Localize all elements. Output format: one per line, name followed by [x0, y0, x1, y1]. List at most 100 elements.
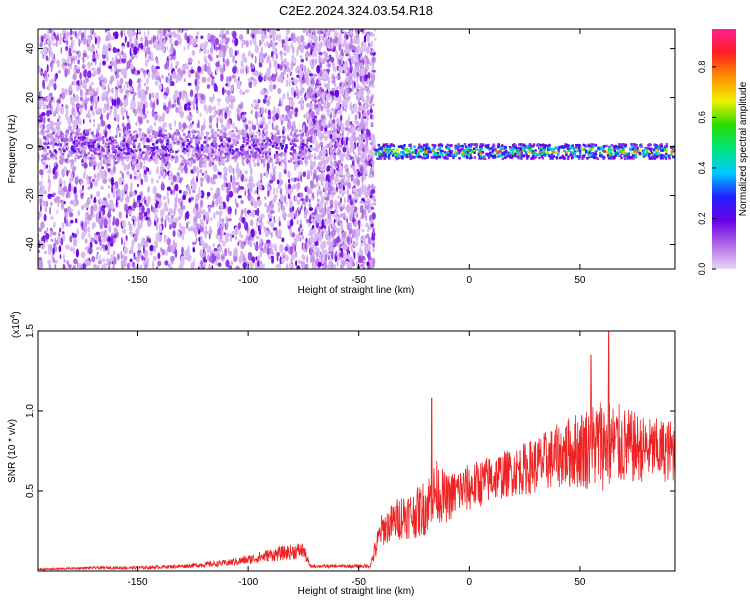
spectrum-cell	[132, 143, 135, 146]
spectrum-cell	[306, 255, 309, 263]
spectrum-cell	[154, 202, 158, 209]
spectrum-cell	[205, 146, 209, 154]
spectrum-cell	[84, 153, 87, 157]
spectrum-cell	[174, 137, 177, 141]
spectrum-cell	[224, 153, 228, 156]
spectrum-cell	[61, 153, 64, 156]
spectrum-cell	[197, 80, 200, 85]
spectrum-cell	[313, 49, 317, 58]
spectrum-cell	[260, 150, 264, 154]
spectrum-cell	[300, 102, 304, 108]
spectrum-cell	[266, 98, 270, 107]
spectrum-cell	[300, 162, 303, 165]
spectrum-cell	[112, 32, 116, 37]
spectrum-cell	[316, 214, 321, 218]
spectrum-cell	[283, 52, 287, 56]
spectrum-cell	[371, 257, 376, 266]
spectrum-cell	[44, 69, 48, 77]
spectrum-cell	[58, 135, 61, 139]
spectrum-cell	[234, 152, 237, 155]
spectrum-cell	[211, 134, 214, 138]
spectrum-cell	[138, 172, 142, 181]
spectrum-cell	[250, 62, 253, 70]
spectrum-cell	[265, 151, 268, 154]
spectrum-cell	[241, 158, 245, 166]
spectrum-cell	[76, 155, 79, 158]
spectrum-cell	[89, 46, 94, 53]
spectrum-cell	[264, 202, 267, 208]
spectrum-cell	[177, 231, 181, 238]
spectrum-cell	[301, 139, 304, 142]
spectrum-cell	[155, 140, 159, 144]
spectrum-cell	[119, 170, 123, 174]
spectrum-cell	[130, 149, 133, 153]
spectrum-cell	[142, 113, 145, 120]
spectrum-cell	[251, 33, 255, 39]
spectrum-cell	[156, 131, 159, 135]
spectrum-cell	[61, 87, 65, 93]
spectrum-cell	[158, 84, 163, 91]
spectrum-cell	[349, 136, 354, 143]
spectrum-cell	[46, 109, 50, 117]
spectrum-cell	[223, 156, 227, 159]
spectrum-cell	[196, 169, 199, 178]
spectrum-cell	[232, 55, 235, 63]
spectrum-cell	[97, 35, 101, 44]
spectrum-cell	[44, 205, 48, 213]
spectrum-cell	[201, 172, 204, 176]
spectrum-cell	[65, 143, 68, 146]
spectrum-cell	[48, 180, 52, 188]
spectrum-cell	[160, 247, 163, 253]
spectrum-cell	[155, 146, 159, 149]
spectrum-cell	[146, 218, 152, 228]
spectrum-cell	[269, 179, 274, 184]
spectrum-cell	[199, 48, 202, 54]
spectrum-cell	[73, 198, 77, 207]
spectrum-cell	[221, 250, 224, 257]
spectrum-cell	[272, 84, 277, 90]
spectrum-cell	[86, 137, 89, 140]
spectrum-cell	[136, 135, 139, 138]
spectrum-cell	[207, 49, 210, 54]
spectrum-cell	[356, 82, 359, 89]
spectrum-cell	[89, 156, 92, 160]
spectrum-cell	[250, 109, 253, 115]
spectrum-cell	[43, 213, 47, 222]
spectrum-cell	[162, 29, 167, 37]
spectrum-cell	[130, 99, 136, 106]
spectrum-cell	[38, 257, 43, 262]
spectrum-cell	[181, 149, 185, 153]
spectrum-cell	[225, 30, 230, 35]
spectrum-cell	[257, 122, 260, 132]
spectrum-cell	[296, 95, 300, 100]
spectrum-cell	[304, 209, 309, 216]
spectrum-cell	[112, 145, 115, 148]
spectrum-cell	[120, 148, 123, 152]
spectrum-cell	[124, 155, 128, 158]
spectrum-cell	[231, 74, 236, 79]
spectrum-cell	[252, 152, 255, 156]
spectrum-cell	[233, 134, 236, 138]
spectrum-cell	[58, 179, 63, 186]
spectrum-cell	[141, 205, 145, 214]
spectrum-cell	[167, 197, 170, 205]
spectrum-cell	[144, 199, 147, 205]
spectrum-cell	[200, 180, 203, 188]
spectrum-cell	[218, 210, 223, 217]
spectrum-cell	[250, 228, 255, 238]
spectrum-cell	[82, 36, 87, 45]
spectrum-cell	[243, 132, 246, 135]
spectrum-cell	[89, 85, 92, 91]
spectrum-cell	[137, 194, 142, 201]
spectrum-cell	[286, 91, 289, 100]
spectrum-cell	[216, 117, 219, 123]
spectrum-cell	[320, 181, 324, 186]
spectrum-cell	[74, 157, 77, 161]
spectrum-cell	[164, 63, 169, 70]
spectrum-cell	[306, 29, 308, 37]
spectrum-cell	[220, 51, 224, 58]
spectrum-cell	[167, 100, 172, 109]
spectrum-cell	[230, 85, 234, 92]
spectrum-cell	[59, 254, 62, 259]
spectrum-cell	[166, 142, 169, 146]
